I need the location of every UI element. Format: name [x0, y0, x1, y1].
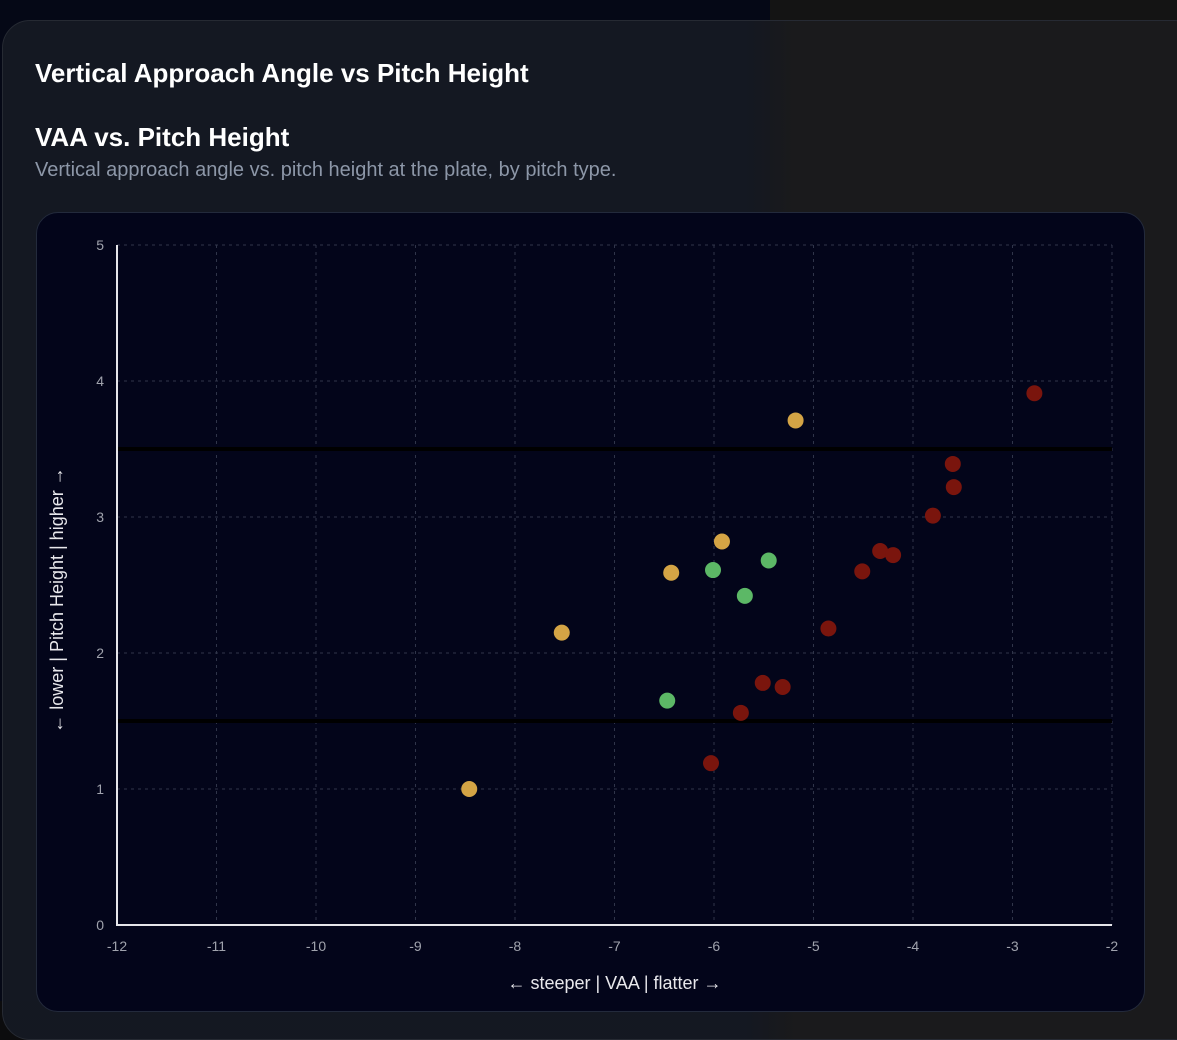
data-point-gold: [713, 533, 730, 550]
x-tick-label: -5: [807, 938, 820, 954]
data-point-red: [945, 479, 962, 496]
x-tick-label: -10: [306, 938, 326, 954]
y-tick-label: 3: [96, 509, 104, 525]
reference-lines: [117, 447, 1112, 723]
data-point-gold: [787, 412, 804, 429]
y-tick-label: 4: [96, 373, 104, 389]
x-tick-label: -2: [1106, 938, 1119, 954]
y-tick-label: 5: [96, 237, 104, 253]
axes: [116, 245, 1112, 926]
y-tick-label: 0: [96, 917, 104, 933]
data-point-red: [872, 543, 889, 559]
data-point-red: [944, 455, 961, 472]
chart-panel: [36, 212, 1145, 1012]
section-subtitle: Vertical approach angle vs. pitch height…: [35, 159, 617, 181]
data-point-green: [705, 562, 722, 579]
data-point-gold: [461, 781, 478, 797]
data-point-red: [703, 755, 720, 772]
y-tick-label: 1: [96, 781, 104, 797]
data-point-green: [659, 692, 676, 709]
x-tick-label: -3: [1006, 938, 1019, 954]
page-title: Vertical Approach Angle vs Pitch Height: [35, 58, 529, 88]
x-tick-label: -7: [608, 938, 621, 954]
data-point-red: [754, 674, 771, 691]
data-point-red: [732, 704, 749, 721]
grid-layer: [117, 244, 1113, 925]
x-tick-label: -4: [907, 938, 920, 954]
data-point-green: [736, 587, 753, 604]
x-tick-label: -12: [107, 938, 127, 954]
x-tick-label: -8: [509, 938, 522, 954]
data-point-red: [820, 620, 837, 637]
section-title: VAA vs. Pitch Height: [35, 122, 290, 152]
data-point-red: [924, 507, 941, 524]
x-tick-label: -11: [207, 938, 226, 954]
data-point-gold: [663, 564, 680, 581]
data-point-green: [760, 552, 777, 569]
data-point-gold: [553, 624, 570, 641]
tick-labels: -12 -11 -10 -9 -8 -7 -6 -5 -4 -3 -2 0 1 2 3 4 5: [96, 237, 1118, 954]
y-tick-label: 2: [96, 645, 104, 661]
x-tick-label: -6: [708, 938, 721, 954]
data-point-red: [1026, 385, 1043, 402]
x-tick-label: -9: [409, 938, 422, 954]
data-point-red: [774, 679, 791, 695]
data-point-red: [854, 563, 871, 580]
y-axis-label: ← lower | Pitch Height | higher →: [47, 467, 67, 732]
data-points: [461, 385, 1043, 797]
data-point-red: [885, 547, 902, 564]
x-axis-label: ← steeper | VAA | flatter →: [507, 973, 721, 993]
scatter-chart: -12 -11 -10 -9 -8 -7 -6 -5 -4 -3 -2 0 1 2 3 4 5 ← steepe…: [47, 237, 1118, 993]
